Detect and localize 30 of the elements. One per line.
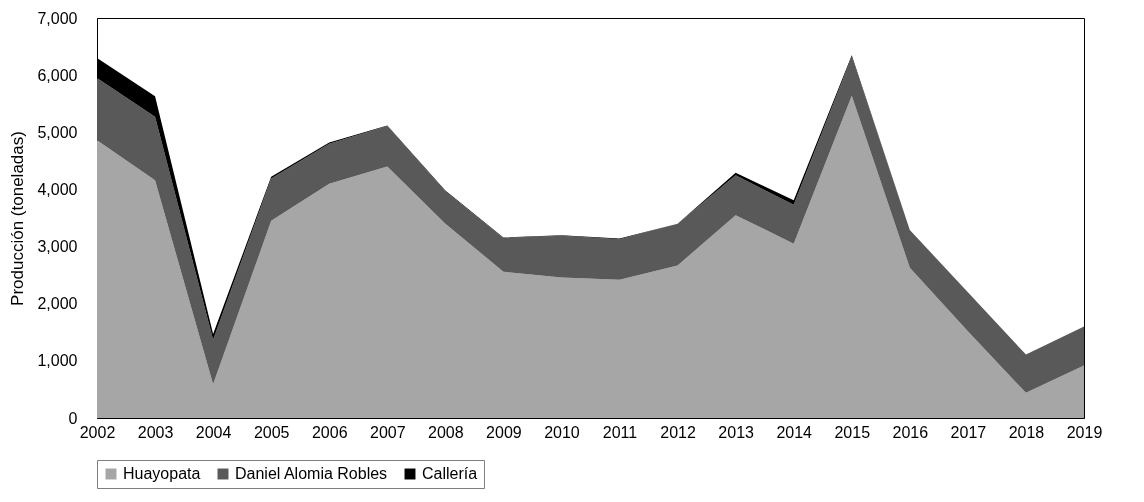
x-tick-label: 2011 bbox=[602, 423, 638, 441]
x-tick-label: 2015 bbox=[834, 423, 871, 441]
y-axis-title: Producción (toneladas) bbox=[8, 131, 28, 306]
x-tick-label: 2019 bbox=[1066, 423, 1103, 441]
x-tick-label: 2014 bbox=[776, 423, 813, 441]
legend-label: Huayopata bbox=[123, 465, 201, 482]
x-tick-label: 2012 bbox=[660, 423, 696, 441]
x-tick-label: 2008 bbox=[428, 423, 464, 441]
y-tick-label: 7,000 bbox=[37, 9, 78, 27]
y-tick-label: 1,000 bbox=[37, 352, 78, 370]
y-tick-label: 3,000 bbox=[37, 238, 78, 256]
x-tick-label: 2017 bbox=[950, 423, 987, 441]
y-tick-label: 6,000 bbox=[37, 66, 78, 84]
x-tick-label: 2004 bbox=[195, 423, 232, 441]
y-tick-label: 4,000 bbox=[37, 180, 78, 198]
y-tick-label: 2,000 bbox=[37, 295, 78, 313]
x-tick-label: 2006 bbox=[311, 423, 348, 441]
x-tick-label: 2016 bbox=[892, 423, 929, 441]
x-tick-label: 2009 bbox=[486, 423, 522, 441]
y-tick-label: 5,000 bbox=[37, 123, 78, 141]
x-tick-label: 2005 bbox=[253, 423, 290, 441]
legend-label: Daniel Alomia Robles bbox=[235, 465, 388, 482]
x-tick-label: 2018 bbox=[1008, 423, 1045, 441]
x-tick-label: 2003 bbox=[137, 423, 174, 441]
y-tick-label: 0 bbox=[68, 409, 78, 427]
x-tick-label: 2010 bbox=[544, 423, 580, 441]
x-tick-label: 2007 bbox=[370, 423, 406, 441]
legend-label: Callería bbox=[422, 465, 478, 482]
x-tick-label: 2002 bbox=[79, 423, 116, 441]
x-tick-label: 2013 bbox=[718, 423, 755, 441]
